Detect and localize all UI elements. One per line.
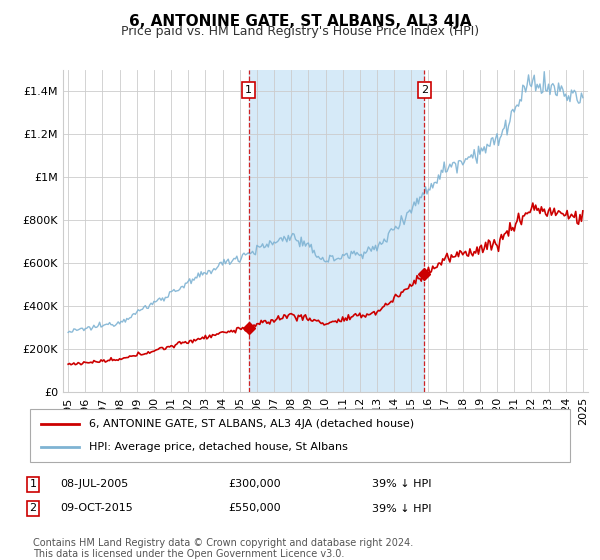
Text: 08-JUL-2005: 08-JUL-2005 [60, 479, 128, 489]
Text: 09-OCT-2015: 09-OCT-2015 [60, 503, 133, 514]
Text: 39% ↓ HPI: 39% ↓ HPI [372, 503, 431, 514]
Text: Price paid vs. HM Land Registry's House Price Index (HPI): Price paid vs. HM Land Registry's House … [121, 25, 479, 38]
Text: 2: 2 [29, 503, 37, 514]
Text: 39% ↓ HPI: 39% ↓ HPI [372, 479, 431, 489]
Text: 1: 1 [29, 479, 37, 489]
Text: HPI: Average price, detached house, St Albans: HPI: Average price, detached house, St A… [89, 442, 348, 452]
FancyBboxPatch shape [30, 409, 570, 462]
Text: 6, ANTONINE GATE, ST ALBANS, AL3 4JA: 6, ANTONINE GATE, ST ALBANS, AL3 4JA [128, 14, 472, 29]
Text: Contains HM Land Registry data © Crown copyright and database right 2024.
This d: Contains HM Land Registry data © Crown c… [33, 538, 413, 559]
Text: 1: 1 [245, 85, 252, 95]
Text: 6, ANTONINE GATE, ST ALBANS, AL3 4JA (detached house): 6, ANTONINE GATE, ST ALBANS, AL3 4JA (de… [89, 419, 415, 429]
Text: £550,000: £550,000 [228, 503, 281, 514]
Text: £300,000: £300,000 [228, 479, 281, 489]
Bar [248, 70, 424, 392]
Text: 2: 2 [421, 85, 428, 95]
